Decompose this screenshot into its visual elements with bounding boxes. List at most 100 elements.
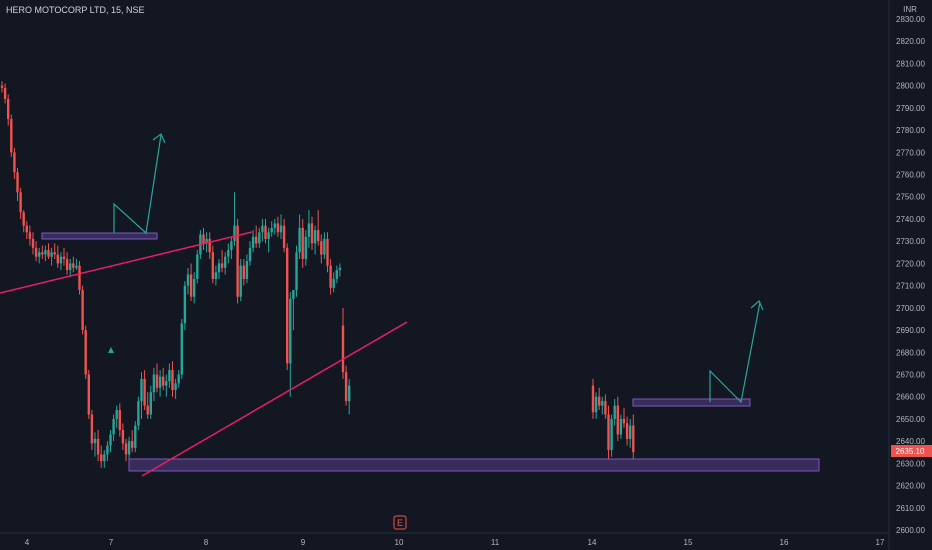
candle[interactable] <box>50 247 53 266</box>
candle[interactable] <box>632 414 635 459</box>
candle[interactable] <box>258 227 261 248</box>
candle[interactable] <box>607 405 610 459</box>
candle[interactable] <box>28 225 32 246</box>
candle[interactable] <box>211 245 214 284</box>
candle[interactable] <box>171 361 174 397</box>
candle[interactable] <box>53 243 56 259</box>
candle[interactable] <box>619 414 623 439</box>
trendline-upper[interactable] <box>0 231 253 294</box>
candle[interactable] <box>344 365 348 406</box>
candle[interactable] <box>155 363 159 393</box>
candle[interactable] <box>16 167 19 202</box>
candle[interactable] <box>186 267 190 295</box>
candle[interactable] <box>56 245 59 268</box>
candle[interactable] <box>326 232 329 273</box>
candle[interactable] <box>610 414 613 457</box>
candle[interactable] <box>298 214 301 259</box>
candle[interactable] <box>622 407 626 428</box>
candle[interactable] <box>292 290 295 331</box>
candle[interactable] <box>313 225 317 255</box>
candle[interactable] <box>220 250 224 273</box>
candle[interactable] <box>112 414 115 442</box>
candle[interactable] <box>180 318 183 379</box>
candle[interactable] <box>289 292 292 397</box>
candle[interactable] <box>121 423 125 451</box>
candle[interactable] <box>227 243 230 264</box>
candle[interactable] <box>616 396 619 442</box>
candle[interactable] <box>625 416 629 446</box>
candle[interactable] <box>594 392 598 419</box>
candle[interactable] <box>19 187 22 219</box>
candle[interactable] <box>131 430 134 453</box>
candle[interactable] <box>233 192 236 246</box>
candle[interactable] <box>13 147 16 179</box>
candle[interactable] <box>0 81 4 93</box>
candle[interactable] <box>106 441 109 462</box>
candle[interactable] <box>304 230 307 266</box>
time-axis[interactable]: 4 7 8 9 10 11 14 15 16 17 <box>25 538 885 547</box>
candle[interactable] <box>196 250 199 284</box>
candle[interactable] <box>264 218 267 244</box>
candle[interactable] <box>59 252 63 271</box>
candle[interactable] <box>613 398 616 426</box>
candle[interactable] <box>591 378 595 419</box>
candle[interactable] <box>84 325 87 379</box>
candle[interactable] <box>230 236 233 259</box>
candle[interactable] <box>109 430 112 453</box>
candle[interactable] <box>162 367 165 391</box>
candle[interactable] <box>286 243 289 371</box>
candle[interactable] <box>217 258 221 279</box>
candle[interactable] <box>100 445 103 468</box>
candle[interactable] <box>22 210 25 233</box>
price-axis[interactable]: 2830.00 2820.00 2810.00 2800.00 2790.00 2780.… <box>896 15 925 535</box>
candle[interactable] <box>137 396 140 431</box>
candle[interactable] <box>62 247 66 266</box>
candle[interactable] <box>245 254 249 284</box>
candle[interactable] <box>276 216 280 237</box>
candle[interactable] <box>177 370 180 388</box>
candle[interactable] <box>127 436 131 459</box>
candle[interactable] <box>267 227 270 253</box>
candle[interactable] <box>38 247 41 264</box>
candle[interactable] <box>7 94 10 126</box>
projection-arrow-left[interactable] <box>113 134 162 235</box>
candle[interactable] <box>242 258 245 286</box>
candle[interactable] <box>348 378 351 415</box>
candle[interactable] <box>320 234 323 264</box>
candle[interactable] <box>323 232 326 259</box>
candle[interactable] <box>601 396 604 415</box>
candle[interactable] <box>90 410 94 451</box>
candle[interactable] <box>239 258 242 302</box>
candle[interactable] <box>140 372 143 419</box>
candle[interactable] <box>629 418 632 448</box>
candle[interactable] <box>310 216 314 251</box>
candle[interactable] <box>69 258 72 277</box>
candle[interactable] <box>115 405 118 428</box>
candle[interactable] <box>103 450 106 468</box>
candle[interactable] <box>236 218 239 304</box>
candle[interactable] <box>183 281 187 331</box>
candle[interactable] <box>279 214 283 239</box>
candle[interactable] <box>189 263 193 302</box>
candle[interactable] <box>307 210 311 248</box>
trendline-rising[interactable] <box>141 321 408 477</box>
candle[interactable] <box>47 243 50 259</box>
candle[interactable] <box>224 252 227 275</box>
candle[interactable] <box>301 218 304 268</box>
candle[interactable] <box>165 374 168 397</box>
candle[interactable] <box>341 307 345 379</box>
candle[interactable] <box>3 83 7 104</box>
candle[interactable] <box>158 370 162 397</box>
candle[interactable] <box>146 392 149 419</box>
candle[interactable] <box>329 258 332 295</box>
candle[interactable] <box>335 265 338 284</box>
candle[interactable] <box>152 367 156 402</box>
candle[interactable] <box>143 370 146 411</box>
candle[interactable] <box>202 227 205 251</box>
candle[interactable] <box>93 432 97 457</box>
candle[interactable] <box>75 258 78 271</box>
candle[interactable] <box>208 232 211 259</box>
candle[interactable] <box>168 363 171 388</box>
candle[interactable] <box>72 256 75 273</box>
candle[interactable] <box>31 232 35 255</box>
